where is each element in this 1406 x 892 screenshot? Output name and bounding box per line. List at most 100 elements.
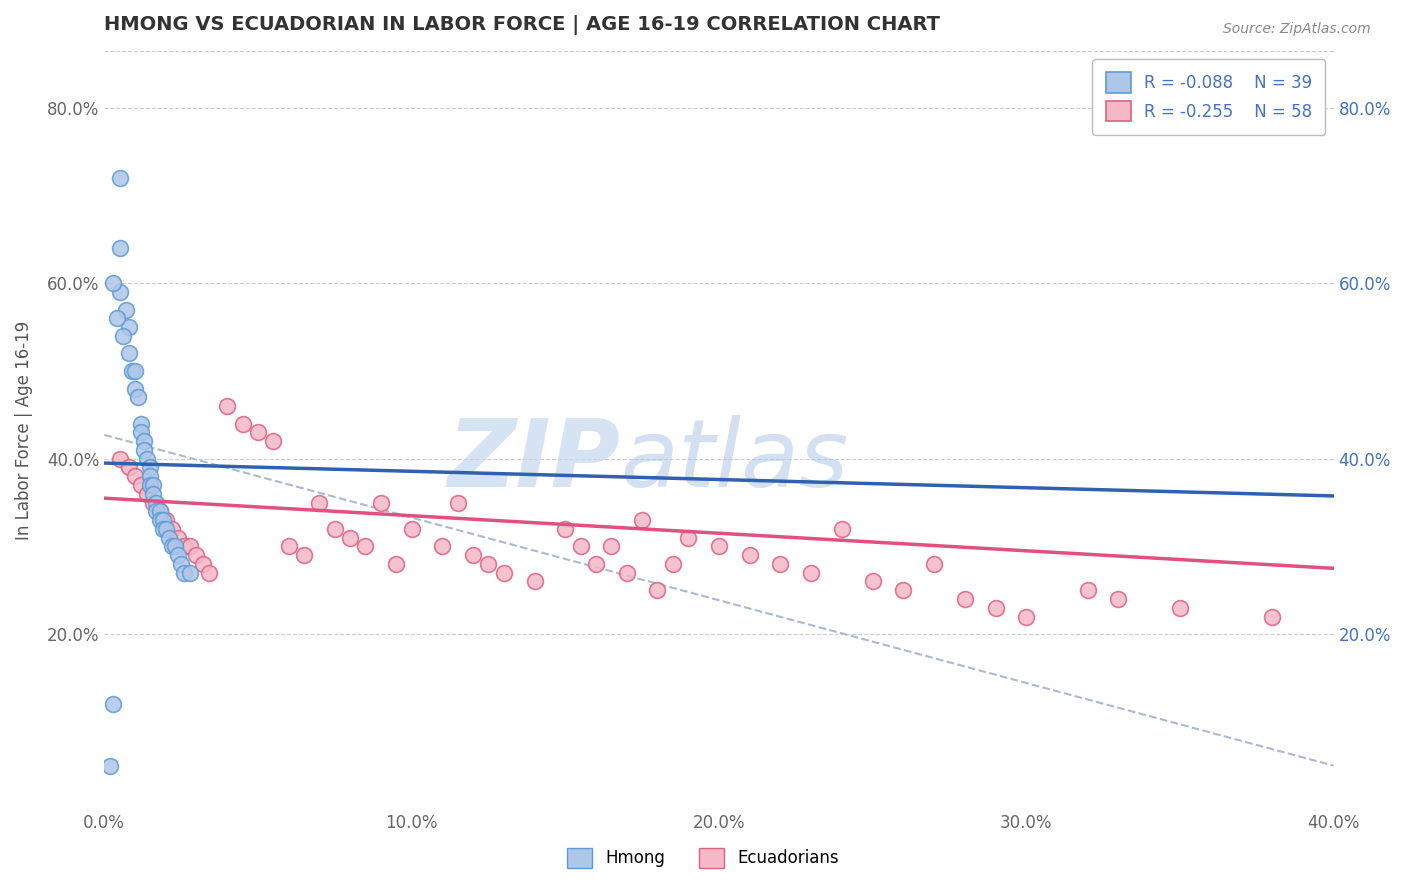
Point bbox=[523, 574, 546, 589]
Point bbox=[738, 548, 761, 562]
Point bbox=[118, 320, 141, 334]
Point bbox=[891, 583, 914, 598]
Text: HMONG VS ECUADORIAN IN LABOR FORCE | AGE 16-19 CORRELATION CHART: HMONG VS ECUADORIAN IN LABOR FORCE | AGE… bbox=[104, 15, 941, 35]
Point bbox=[134, 434, 156, 449]
Point bbox=[569, 540, 592, 554]
Point bbox=[129, 478, 152, 492]
Point bbox=[142, 487, 165, 501]
Point bbox=[186, 548, 208, 562]
Point bbox=[152, 522, 174, 536]
Point bbox=[167, 548, 190, 562]
Text: Source: ZipAtlas.com: Source: ZipAtlas.com bbox=[1223, 22, 1371, 37]
Point bbox=[179, 566, 201, 580]
Point bbox=[197, 566, 219, 580]
Point bbox=[139, 469, 162, 483]
Point bbox=[554, 522, 576, 536]
Point bbox=[148, 513, 170, 527]
Point bbox=[157, 531, 180, 545]
Point bbox=[600, 540, 623, 554]
Point bbox=[136, 487, 159, 501]
Point bbox=[108, 171, 131, 186]
Point bbox=[148, 504, 170, 518]
Point bbox=[616, 566, 638, 580]
Point bbox=[129, 417, 152, 431]
Point bbox=[953, 592, 976, 607]
Point bbox=[139, 478, 162, 492]
Point bbox=[477, 557, 499, 571]
Point bbox=[160, 540, 183, 554]
Point bbox=[292, 548, 315, 562]
Point bbox=[155, 513, 177, 527]
Point bbox=[308, 495, 330, 509]
Point bbox=[179, 540, 201, 554]
Point bbox=[217, 399, 239, 413]
Point bbox=[323, 522, 346, 536]
Point bbox=[118, 346, 141, 360]
Point bbox=[647, 583, 669, 598]
Point bbox=[1077, 583, 1099, 598]
Point bbox=[134, 442, 156, 457]
Point bbox=[145, 495, 167, 509]
Point bbox=[246, 425, 269, 440]
Point bbox=[800, 566, 823, 580]
Point bbox=[662, 557, 685, 571]
Point bbox=[142, 495, 165, 509]
Point bbox=[170, 557, 193, 571]
Point bbox=[124, 382, 146, 396]
Point bbox=[136, 451, 159, 466]
Point bbox=[339, 531, 361, 545]
Y-axis label: In Labor Force | Age 16-19: In Labor Force | Age 16-19 bbox=[15, 320, 32, 540]
Point bbox=[492, 566, 515, 580]
Point bbox=[1261, 609, 1284, 624]
Point bbox=[1168, 600, 1191, 615]
Point bbox=[152, 513, 174, 527]
Point bbox=[103, 277, 125, 291]
Point bbox=[232, 417, 254, 431]
Point bbox=[124, 469, 146, 483]
Point bbox=[1015, 609, 1038, 624]
Text: ZIP: ZIP bbox=[447, 415, 620, 507]
Point bbox=[108, 241, 131, 255]
Point bbox=[100, 758, 122, 772]
Point bbox=[707, 540, 730, 554]
Point bbox=[148, 504, 170, 518]
Point bbox=[191, 557, 214, 571]
Point bbox=[129, 425, 152, 440]
Point bbox=[370, 495, 392, 509]
Point bbox=[769, 557, 792, 571]
Point bbox=[118, 460, 141, 475]
Point bbox=[103, 698, 125, 712]
Text: atlas: atlas bbox=[620, 415, 849, 506]
Point bbox=[121, 364, 143, 378]
Point bbox=[676, 531, 699, 545]
Point bbox=[108, 285, 131, 299]
Point bbox=[354, 540, 377, 554]
Point bbox=[124, 364, 146, 378]
Point bbox=[631, 513, 654, 527]
Point bbox=[447, 495, 470, 509]
Point bbox=[111, 329, 134, 343]
Point bbox=[163, 540, 186, 554]
Point bbox=[142, 478, 165, 492]
Point bbox=[385, 557, 408, 571]
Point bbox=[277, 540, 299, 554]
Point bbox=[401, 522, 423, 536]
Point bbox=[155, 522, 177, 536]
Point bbox=[585, 557, 607, 571]
Point bbox=[922, 557, 945, 571]
Point bbox=[173, 540, 195, 554]
Point bbox=[127, 390, 149, 404]
Point bbox=[145, 504, 167, 518]
Point bbox=[160, 522, 183, 536]
Legend: Hmong, Ecuadorians: Hmong, Ecuadorians bbox=[561, 841, 845, 875]
Point bbox=[1108, 592, 1130, 607]
Point bbox=[105, 311, 128, 326]
Point bbox=[984, 600, 1007, 615]
Point bbox=[167, 531, 190, 545]
Point bbox=[139, 460, 162, 475]
Point bbox=[432, 540, 454, 554]
Point bbox=[831, 522, 853, 536]
Point bbox=[262, 434, 284, 449]
Point bbox=[108, 451, 131, 466]
Legend: R = -0.088    N = 39, R = -0.255    N = 58: R = -0.088 N = 39, R = -0.255 N = 58 bbox=[1092, 59, 1326, 135]
